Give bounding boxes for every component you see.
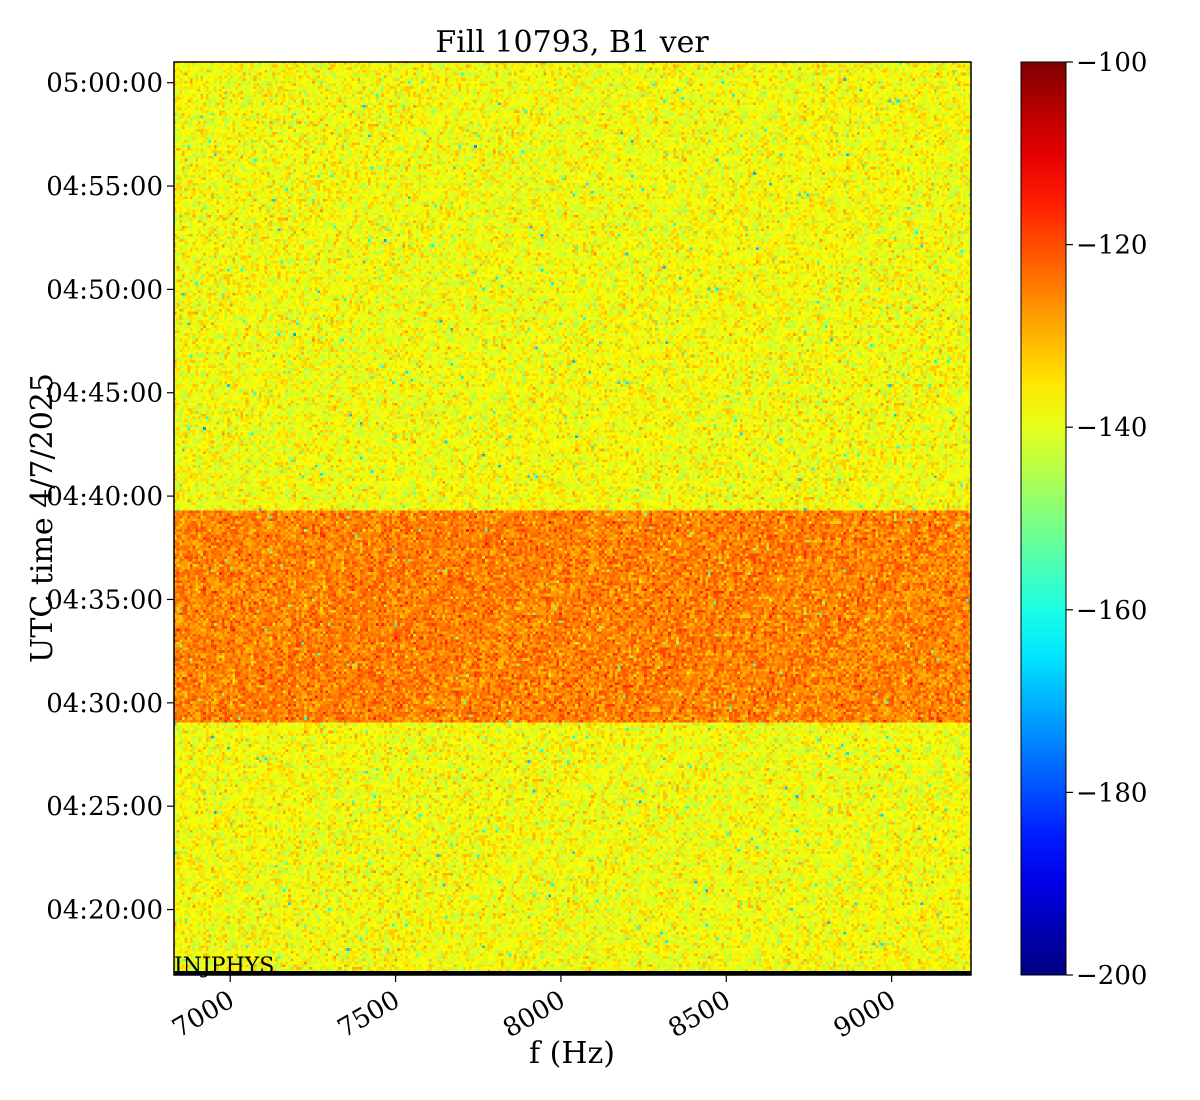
y-axis-label: UTC time 4/7/2025 bbox=[25, 373, 60, 663]
x-axis: 7000 7500 8000 8500 9000 bbox=[167, 975, 901, 1044]
y-tick-label: 04:25:00 bbox=[46, 792, 163, 822]
x-tick-label: 7500 bbox=[333, 985, 405, 1044]
colorbar-tick-label: −120 bbox=[1076, 231, 1147, 261]
colorbar-tick-label: −160 bbox=[1076, 596, 1147, 626]
colorbar-tick-label: −180 bbox=[1076, 778, 1147, 808]
colorbar: −100 −120 −140 −160 −180 −200 bbox=[1020, 48, 1147, 991]
x-tick-label: 9000 bbox=[829, 985, 901, 1044]
y-tick-label: 04:50:00 bbox=[46, 275, 163, 305]
y-tick-label: 04:40:00 bbox=[46, 482, 163, 512]
colorbar-tick-label: −140 bbox=[1076, 413, 1147, 443]
y-tick-label: 04:55:00 bbox=[46, 172, 163, 202]
colorbar-ticks: −100 −120 −140 −160 −180 −200 bbox=[1066, 48, 1147, 991]
spectrogram-heatmap bbox=[174, 62, 971, 975]
y-axis: 04:20:00 04:25:00 04:30:00 04:35:00 04:40:00… bbox=[46, 69, 174, 926]
y-tick-label: 04:35:00 bbox=[46, 585, 163, 615]
y-tick-label: 04:20:00 bbox=[46, 896, 163, 926]
x-tick-label: 7000 bbox=[167, 985, 239, 1044]
x-axis-label: f (Hz) bbox=[529, 1036, 615, 1071]
x-tick-label: 8500 bbox=[663, 985, 735, 1044]
colorbar-tick-label: −200 bbox=[1076, 961, 1147, 991]
plot-frame bbox=[173, 61, 972, 976]
y-tick-label: 04:30:00 bbox=[46, 689, 163, 719]
colorbar-tick-label: −100 bbox=[1076, 48, 1147, 78]
chart-title: Fill 10793, B1 ver bbox=[435, 25, 709, 60]
y-tick-label: 05:00:00 bbox=[46, 69, 163, 99]
colorbar-gradient bbox=[1020, 61, 1067, 976]
y-tick-label: 04:45:00 bbox=[46, 379, 163, 409]
